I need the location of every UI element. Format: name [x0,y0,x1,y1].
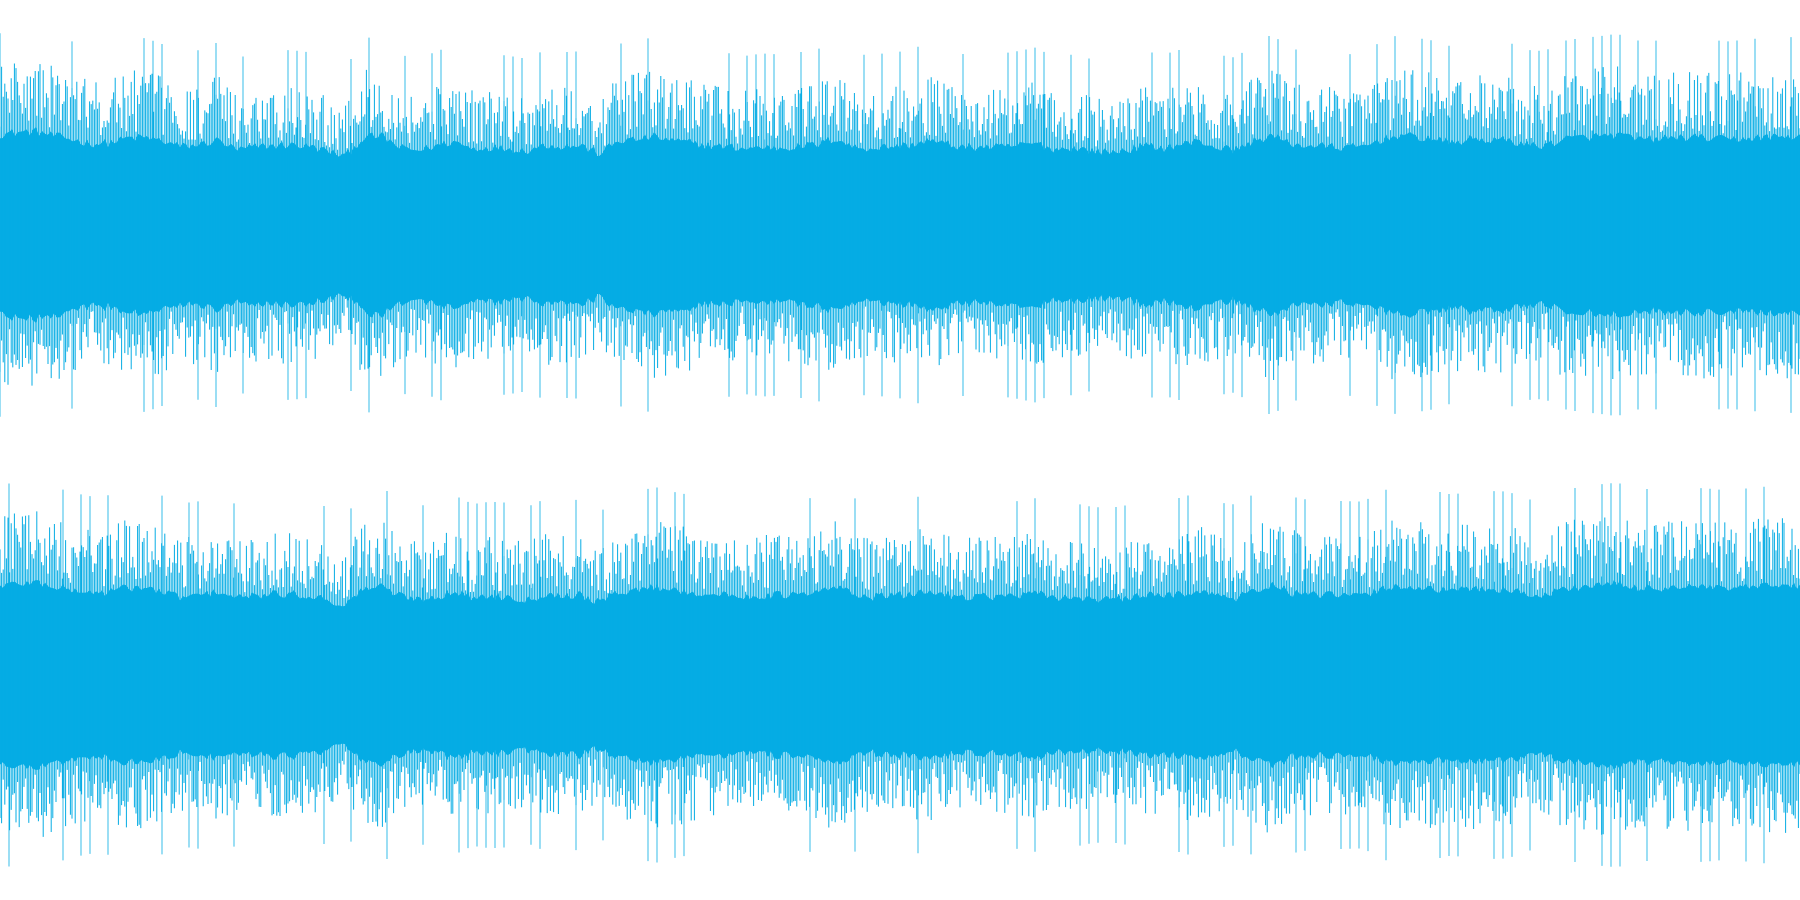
channel-2-group-transients [8,483,1765,867]
channel-2-waveform [0,483,1800,867]
channel-2-group-peaks [0,511,1800,837]
channel-1-group-peaks [0,63,1800,386]
channel-1-group-transients [0,33,1792,417]
channel-1-waveform [0,33,1800,417]
